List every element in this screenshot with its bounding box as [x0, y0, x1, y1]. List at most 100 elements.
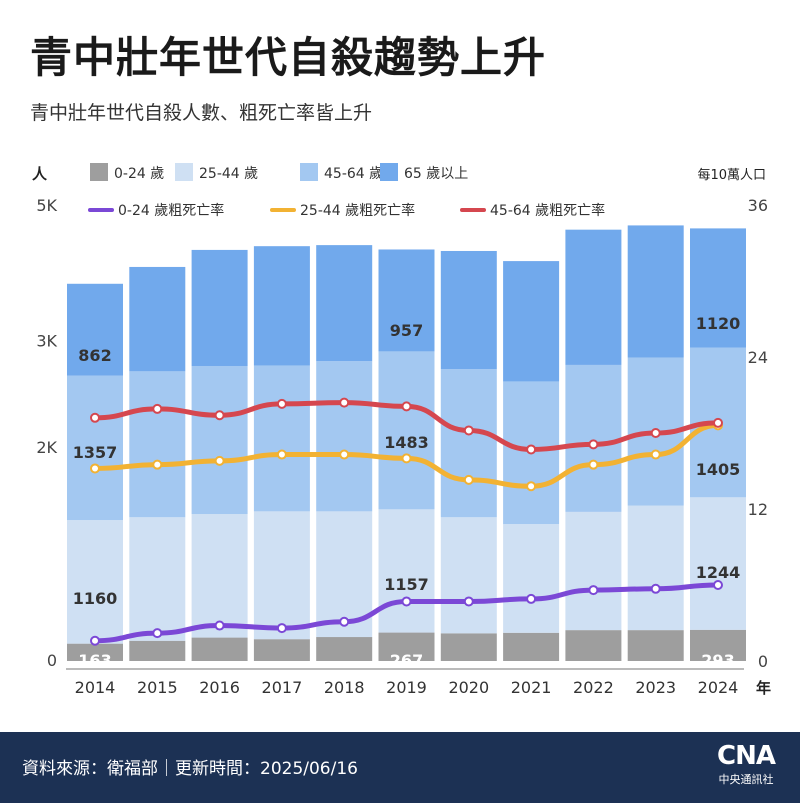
- data-label-2024: 1244: [696, 563, 741, 582]
- bar-2022-s4: [565, 229, 622, 365]
- data-label-2014: 1357: [73, 443, 118, 462]
- bar-2015-s2: [129, 517, 186, 641]
- x-tick-label-2020: 2020: [448, 678, 489, 697]
- x-tick-label-2017: 2017: [262, 678, 303, 697]
- bar-2018-s4: [316, 245, 373, 362]
- cna-logo-text: 中央通訊社: [718, 773, 774, 786]
- bar-2016-s1: [191, 637, 248, 661]
- bar-2020-s1: [440, 633, 497, 661]
- bar-2015-s3: [129, 371, 186, 518]
- data-label-2014: 1160: [73, 589, 118, 608]
- legend-label-1: 0-24 歲: [114, 166, 164, 182]
- left-tick-label: 5K: [36, 196, 57, 215]
- bar-2022-s1: [565, 630, 622, 661]
- right-tick-label: 36: [748, 196, 768, 215]
- bar-2016-s4: [191, 249, 248, 366]
- legend-swatch-1: [90, 163, 108, 181]
- page-subtitle: 青中壯年世代自殺人數、粗死亡率皆上升: [30, 102, 373, 124]
- data-label-2024: 1405: [696, 460, 741, 479]
- cna-logo: CNA 中央通訊社: [712, 740, 780, 796]
- rate-point-2-2014: [90, 463, 100, 474]
- bar-2020-s3: [440, 369, 497, 518]
- data-labels: 163 1160 1357 862 267 1157 1483 957 293 1244 1405 1…: [73, 314, 741, 670]
- right-tick-label: 12: [748, 500, 768, 519]
- bar-2021-s4: [503, 261, 560, 382]
- left-tick-label: 2K: [36, 438, 57, 457]
- rate-point-3-2018: [339, 397, 350, 408]
- rate-point-1-2023: [650, 583, 661, 594]
- rate-point-1-2020: [463, 596, 474, 607]
- rate-point-2-2017: [276, 449, 287, 460]
- legend: 0-24 歲 25-44 歲 45-64 歲 65 歲以上 0-24 歲粗死亡率 25-4…: [88, 163, 605, 219]
- data-label-2014: 862: [78, 346, 111, 365]
- footer: 資料來源：衛福部｜更新時間：2025/06/16 CNA 中央通訊社: [0, 732, 800, 803]
- bar-2022-s3: [565, 364, 622, 512]
- right-axis-title: 每10萬人口: [697, 167, 766, 183]
- rate-point-1-2014: [90, 635, 100, 646]
- cna-logo-mark: CNA: [717, 741, 776, 771]
- bar-2020-s2: [440, 517, 497, 634]
- rate-point-3-2016: [214, 410, 225, 421]
- data-label-2019: 1483: [384, 433, 429, 452]
- data-label-2019: 957: [390, 321, 423, 340]
- rate-point-2-2016: [214, 455, 225, 466]
- data-label-2014: 163: [78, 651, 111, 670]
- rate-point-1-2021: [526, 593, 537, 604]
- bar-2024-s4: [690, 228, 746, 348]
- legend-line-label-2: 25-44 歲粗死亡率: [300, 202, 415, 219]
- bar-2019-s2: [378, 509, 435, 633]
- bar-2014-s1: [67, 643, 123, 661]
- rate-point-1-2017: [276, 623, 287, 634]
- bar-2024-s2: [690, 497, 746, 630]
- data-label-2024: 1120: [696, 314, 741, 333]
- data-label-2019: 267: [390, 651, 423, 670]
- legend-swatch-4: [380, 163, 398, 181]
- rate-point-1-2018: [339, 616, 350, 627]
- data-label-2024: 293: [701, 651, 734, 670]
- bar-2021-s1: [503, 632, 560, 661]
- rate-point-3-2022: [588, 439, 599, 450]
- right-tick-label: 0: [758, 652, 768, 671]
- legend-label-4: 65 歲以上: [404, 166, 468, 182]
- rate-line-2: [92, 422, 721, 489]
- bar-2019-s4: [378, 249, 435, 352]
- rate-point-3-2021: [526, 444, 537, 455]
- left-axis-title: 人: [32, 165, 48, 183]
- rate-point-1-2019: [401, 596, 412, 607]
- bar-2014-s3: [67, 375, 123, 521]
- bar-2023-s4: [627, 225, 684, 358]
- x-tick-label-2021: 2021: [511, 678, 552, 697]
- bars: [67, 225, 746, 661]
- rate-point-3-2014: [90, 412, 100, 423]
- bar-2017-s1: [253, 639, 310, 661]
- bar-2014-s2: [67, 520, 123, 644]
- rate-point-3-2017: [276, 398, 287, 409]
- bar-2016-s2: [191, 514, 248, 638]
- page-title: 青中壯年世代自殺趨勢上升: [30, 33, 547, 82]
- x-tick-label-2023: 2023: [635, 678, 676, 697]
- rate-point-1-2024: [713, 580, 723, 590]
- bar-2015-s4: [129, 266, 186, 372]
- rate-point-2-2020: [463, 474, 474, 485]
- rate-point-2-2022: [588, 459, 599, 470]
- chart: 0-24 歲 25-44 歲 45-64 歲 65 歲以上 0-24 歲粗死亡率 25-4…: [32, 163, 771, 697]
- bar-2018-s3: [316, 361, 373, 512]
- rate-point-2-2023: [650, 449, 661, 460]
- legend-line-label-3: 45-64 歲粗死亡率: [490, 202, 605, 219]
- legend-label-2: 25-44 歲: [199, 166, 258, 182]
- x-tick-label-2018: 2018: [324, 678, 365, 697]
- x-tick-label-2022: 2022: [573, 678, 614, 697]
- rate-point-1-2016: [214, 620, 225, 631]
- x-axis-title: 年: [756, 679, 771, 697]
- rate-point-3-2023: [650, 428, 661, 438]
- bar-2019-s1: [378, 632, 435, 661]
- bar-2017-s2: [253, 511, 310, 640]
- rate-point-2-2019: [401, 453, 412, 464]
- bar-2014-s4: [67, 283, 123, 376]
- footer-source: 資料來源：衛福部｜更新時間：2025/06/16: [22, 759, 358, 779]
- legend-line-label-1: 0-24 歲粗死亡率: [118, 202, 224, 219]
- rate-point-2-2021: [526, 481, 537, 492]
- rate-point-1-2022: [588, 585, 599, 596]
- bar-2019-s3: [378, 351, 435, 510]
- rate-point-2-2015: [152, 459, 163, 470]
